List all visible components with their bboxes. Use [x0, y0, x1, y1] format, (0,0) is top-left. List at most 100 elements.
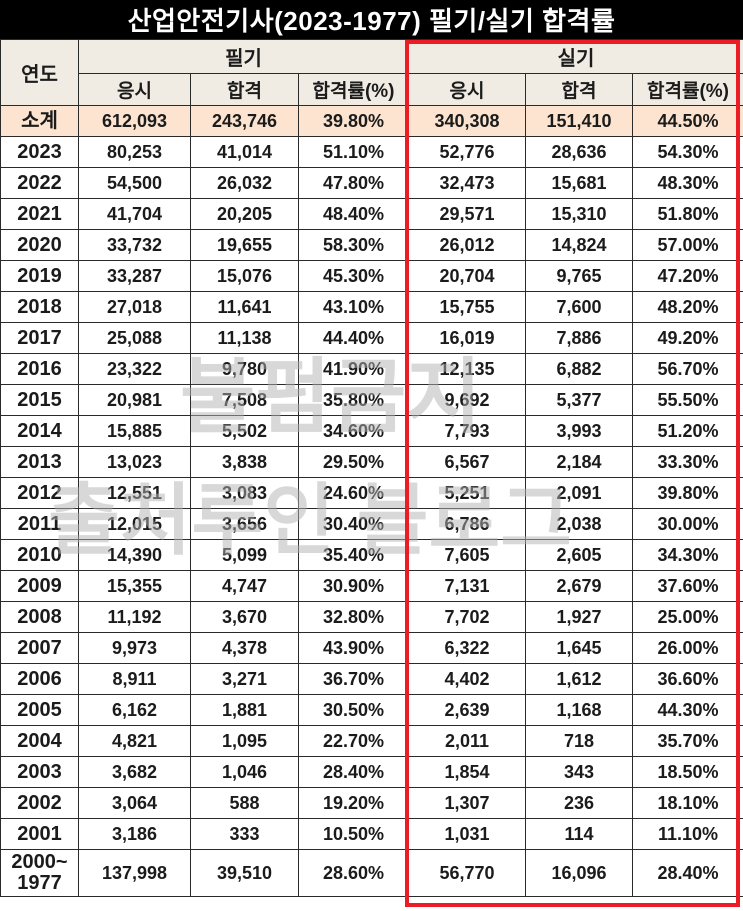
written-passed-cell: 20,205 [190, 198, 299, 230]
table-row: 2010 14,390 5,099 35.40% 7,605 2,605 34.30% [0, 539, 743, 571]
practical-applicants-cell: 7,793 [408, 415, 526, 447]
year-cell: 2002 [0, 787, 79, 819]
table-row: 2000~ 1977 137,998 39,510 28.60% 56,770 16,09… [0, 849, 743, 897]
written-rate-cell: 32.80% [298, 601, 409, 633]
practical-applicants-cell: 16,019 [408, 322, 526, 354]
written-rate-cell: 39.80% [298, 105, 409, 137]
written-rate-cell: 51.10% [298, 136, 409, 168]
written-passed-cell: 15,076 [190, 260, 299, 292]
year-cell: 2007 [0, 632, 79, 664]
table-row: 2003 3,682 1,046 28.40% 1,854 343 18.50% [0, 756, 743, 788]
practical-applicants-cell: 7,702 [408, 601, 526, 633]
practical-applicants-cell: 1,307 [408, 787, 526, 819]
year-cell: 2014 [0, 415, 79, 447]
year-cell: 2006 [0, 663, 79, 695]
practical-rate-cell: 44.50% [632, 105, 743, 137]
table-row: 2001 3,186 333 10.50% 1,031 114 11.10% [0, 818, 743, 850]
written-applicants-cell: 41,704 [78, 198, 191, 230]
practical-passed-cell: 718 [525, 725, 633, 757]
practical-applicants-cell: 1,854 [408, 756, 526, 788]
practical-rate-cell: 33.30% [632, 446, 743, 478]
table-row: 2022 54,500 26,032 47.80% 32,473 15,681 48.30% [0, 167, 743, 199]
written-passed-cell: 4,378 [190, 632, 299, 664]
written-passed-cell: 3,670 [190, 601, 299, 633]
practical-rate-cell: 18.10% [632, 787, 743, 819]
written-rate-cell: 28.40% [298, 756, 409, 788]
written-applicants-cell: 3,186 [78, 818, 191, 850]
practical-rate-cell: 48.30% [632, 167, 743, 199]
written-passed-cell: 243,746 [190, 105, 299, 137]
practical-passed-cell: 114 [525, 818, 633, 850]
year-cell: 2018 [0, 291, 79, 323]
practical-applicants-cell: 340,308 [408, 105, 526, 137]
year-cell: 2020 [0, 229, 79, 261]
written-passed-cell: 7,508 [190, 384, 299, 416]
practical-rate-cell: 54.30% [632, 136, 743, 168]
written-applicants-cell: 6,162 [78, 694, 191, 726]
written-passed-cell: 3,656 [190, 508, 299, 540]
table-row: 2016 23,322 9,780 41.90% 12,135 6,882 56.70% [0, 353, 743, 385]
written-passed-cell: 26,032 [190, 167, 299, 199]
practical-rate-cell: 37.60% [632, 570, 743, 602]
practical-applicants-cell: 6,322 [408, 632, 526, 664]
written-applicants-cell: 15,885 [78, 415, 191, 447]
table-row: 2002 3,064 588 19.20% 1,307 236 18.10% [0, 787, 743, 819]
year-cell: 2023 [0, 136, 79, 168]
written-passed-cell: 1,881 [190, 694, 299, 726]
table-row: 2021 41,704 20,205 48.40% 29,571 15,310 51.80% [0, 198, 743, 230]
practical-rate-cell: 34.30% [632, 539, 743, 571]
table-row: 2017 25,088 11,138 44.40% 16,019 7,886 49.20% [0, 322, 743, 354]
practical-applicants-cell: 15,755 [408, 291, 526, 323]
written-rate-cell: 58.30% [298, 229, 409, 261]
written-applicants-cell: 20,981 [78, 384, 191, 416]
written-passed-cell: 4,747 [190, 570, 299, 602]
group-written-header: 필기 [78, 39, 409, 74]
written-rate-cell: 47.80% [298, 167, 409, 199]
written-passed-cell: 41,014 [190, 136, 299, 168]
year-cell: 2021 [0, 198, 79, 230]
written-applicants-cell: 54,500 [78, 167, 191, 199]
written-passed-cell: 1,095 [190, 725, 299, 757]
year-cell: 2012 [0, 477, 79, 509]
practical-passed-cell: 15,310 [525, 198, 633, 230]
written-passed-cell: 3,271 [190, 663, 299, 695]
header-group-row: 연도 필기 실기 [0, 39, 743, 106]
practical-rate-cell: 30.00% [632, 508, 743, 540]
written-applicants-cell: 14,390 [78, 539, 191, 571]
practical-applicants-cell: 56,770 [408, 849, 526, 897]
practical-applicants-cell: 2,639 [408, 694, 526, 726]
practical-rate-cell: 35.70% [632, 725, 743, 757]
written-rate-cell: 43.10% [298, 291, 409, 323]
practical-applicants-cell: 6,567 [408, 446, 526, 478]
practical-passed-cell: 15,681 [525, 167, 633, 199]
year-cell: 2003 [0, 756, 79, 788]
written-passed-cell: 588 [190, 787, 299, 819]
written-rate-cell: 22.70% [298, 725, 409, 757]
practical-rate-cell: 44.30% [632, 694, 743, 726]
written-passed-cell: 9,780 [190, 353, 299, 385]
practical-rate-cell: 28.40% [632, 849, 743, 897]
practical-applicants-header: 응시 [408, 73, 526, 106]
practical-passed-cell: 7,600 [525, 291, 633, 323]
year-cell: 2011 [0, 508, 79, 540]
year-cell: 2016 [0, 353, 79, 385]
practical-applicants-cell: 9,692 [408, 384, 526, 416]
written-applicants-cell: 23,322 [78, 353, 191, 385]
written-applicants-cell: 612,093 [78, 105, 191, 137]
practical-applicants-cell: 7,605 [408, 539, 526, 571]
practical-passed-cell: 9,765 [525, 260, 633, 292]
practical-applicants-cell: 26,012 [408, 229, 526, 261]
written-passed-cell: 39,510 [190, 849, 299, 897]
written-applicants-cell: 80,253 [78, 136, 191, 168]
practical-rate-cell: 47.20% [632, 260, 743, 292]
written-rate-cell: 24.60% [298, 477, 409, 509]
practical-rate-cell: 39.80% [632, 477, 743, 509]
practical-rate-cell: 56.70% [632, 353, 743, 385]
table-body: 소계 612,093 243,746 39.80% 340,308 151,410 44.5… [0, 105, 743, 897]
written-rate-cell: 43.90% [298, 632, 409, 664]
table-row: 2019 33,287 15,076 45.30% 20,704 9,765 47.20% [0, 260, 743, 292]
written-applicants-cell: 25,088 [78, 322, 191, 354]
practical-passed-cell: 2,038 [525, 508, 633, 540]
table-row: 2006 8,911 3,271 36.70% 4,402 1,612 36.60% [0, 663, 743, 695]
written-passed-cell: 1,046 [190, 756, 299, 788]
